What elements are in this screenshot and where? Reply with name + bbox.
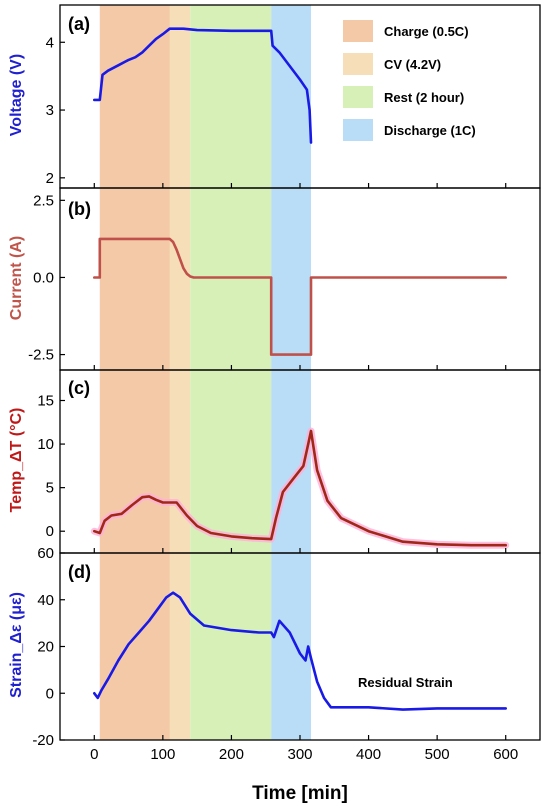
phase-band-1: [169, 5, 191, 740]
y-tick-label-2-2: 10: [37, 436, 54, 453]
y-tick-label-3-2: 20: [37, 639, 54, 656]
legend-label-charge: Charge (0.5C): [384, 24, 469, 39]
y-tick-label-1-0: -2.5: [28, 347, 54, 364]
panel-label-b: (b): [68, 199, 91, 219]
ylabel-voltage: Voltage (V): [8, 54, 25, 136]
series-line-2: [93, 429, 508, 547]
x-tick-label-3: 300: [287, 746, 312, 763]
y-tick-label-2-0: 0: [46, 523, 54, 540]
y-tick-label-2-3: 15: [37, 393, 54, 410]
y-tick-label-1-2: 2.5: [33, 192, 54, 209]
ylabel-current: Current (A): [8, 236, 25, 320]
legend-swatch-discharge: [343, 119, 373, 141]
panel-label-a: (a): [68, 14, 90, 34]
x-tick-label-1: 100: [150, 746, 175, 763]
residual-strain-annotation: Residual Strain: [358, 675, 453, 690]
y-tick-label-2-1: 5: [46, 480, 54, 497]
legend-label-cv: CV (4.2V): [384, 57, 441, 72]
series-line-1: [93, 237, 508, 356]
panel-label-d: (d): [68, 562, 91, 582]
phase-band-2: [190, 5, 272, 740]
y-tick-label-3-3: 40: [37, 592, 54, 609]
legend-label-discharge: Discharge (1C): [384, 123, 476, 138]
data-lines: [90, 27, 510, 711]
x-tick-label-0: 0: [90, 746, 98, 763]
y-tick-label-0-0: 2: [46, 170, 54, 187]
legend: Charge (0.5C) CV (4.2V) Rest (2 hour) Di…: [343, 20, 476, 141]
x-tick-label-2: 200: [219, 746, 244, 763]
series-line-3: [93, 591, 508, 711]
y-tick-label-1-1: 0.0: [33, 269, 54, 286]
y-tick-label-0-2: 4: [46, 34, 54, 51]
y-tick-label-0-1: 3: [46, 102, 54, 119]
x-tick-label-4: 400: [356, 746, 381, 763]
ylabel-strain: Strain_Δε (με): [8, 592, 25, 698]
y-tick-label-3-4: 60: [37, 545, 54, 562]
phase-band-3: [271, 5, 311, 740]
legend-label-rest: Rest (2 hour): [384, 90, 464, 105]
x-tick-label-6: 600: [493, 746, 518, 763]
x-tick-label-5: 500: [425, 746, 450, 763]
series-line-0: [93, 27, 313, 144]
panel-label-c: (c): [68, 378, 90, 398]
y-tick-label-3-1: 0: [46, 685, 54, 702]
legend-swatch-rest: [343, 86, 373, 108]
y-tick-label-3-0: -20: [32, 732, 54, 749]
ylabel-temperature: Temp_ΔT (°C): [8, 408, 25, 513]
x-axis-label: Time [min]: [252, 783, 348, 804]
phase-backgrounds: [99, 5, 311, 740]
legend-swatch-cv: [343, 53, 373, 75]
legend-swatch-charge: [343, 20, 373, 42]
